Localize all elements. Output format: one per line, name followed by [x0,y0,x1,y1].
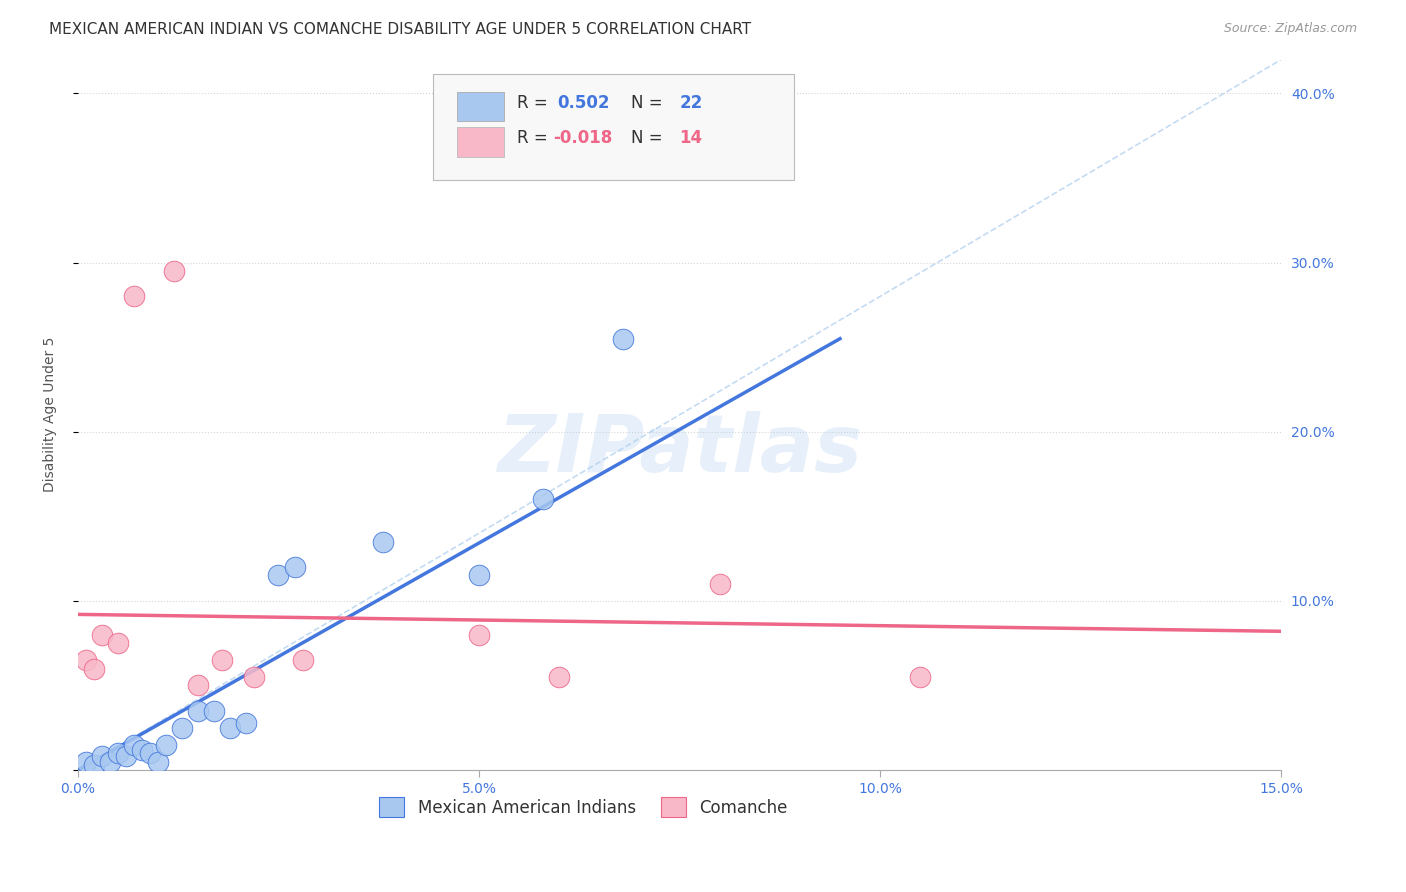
FancyBboxPatch shape [457,92,503,121]
Point [612,332,634,346]
Point [283,560,305,574]
Point [107,746,129,760]
Point [122,738,145,752]
Point [468,628,491,642]
Text: N =: N = [631,129,668,147]
Point [291,653,314,667]
Text: -0.018: -0.018 [553,129,613,147]
Point [146,755,169,769]
Point [202,704,225,718]
Point [98,755,121,769]
Point [122,289,145,303]
Point [235,715,257,730]
Y-axis label: Disability Age Under 5: Disability Age Under 5 [44,337,58,492]
Text: 14: 14 [679,129,703,147]
FancyBboxPatch shape [433,74,794,180]
Point [267,568,290,582]
Text: R =: R = [517,94,553,112]
Point [115,749,138,764]
Point [75,755,97,769]
Point [371,534,394,549]
Text: MEXICAN AMERICAN INDIAN VS COMANCHE DISABILITY AGE UNDER 5 CORRELATION CHART: MEXICAN AMERICAN INDIAN VS COMANCHE DISA… [49,22,751,37]
Text: ZIPatlas: ZIPatlas [498,411,862,490]
Point [107,636,129,650]
Legend: Mexican American Indians, Comanche: Mexican American Indians, Comanche [371,789,796,826]
Text: 0.502: 0.502 [557,94,609,112]
Point [163,264,186,278]
Point [187,678,209,692]
Point [548,670,571,684]
Point [709,577,731,591]
Text: 22: 22 [679,94,703,112]
Point [243,670,266,684]
Text: N =: N = [631,94,668,112]
Point [211,653,233,667]
Point [468,568,491,582]
Point [83,758,105,772]
Point [155,738,177,752]
Text: R =: R = [517,129,553,147]
Point [91,628,114,642]
Point [219,721,242,735]
Point [75,653,97,667]
Point [531,492,554,507]
Point [172,721,194,735]
Point [83,661,105,675]
Point [908,670,931,684]
Point [91,749,114,764]
FancyBboxPatch shape [457,127,503,157]
Point [131,742,153,756]
Point [187,704,209,718]
Point [139,746,162,760]
Text: Source: ZipAtlas.com: Source: ZipAtlas.com [1223,22,1357,36]
